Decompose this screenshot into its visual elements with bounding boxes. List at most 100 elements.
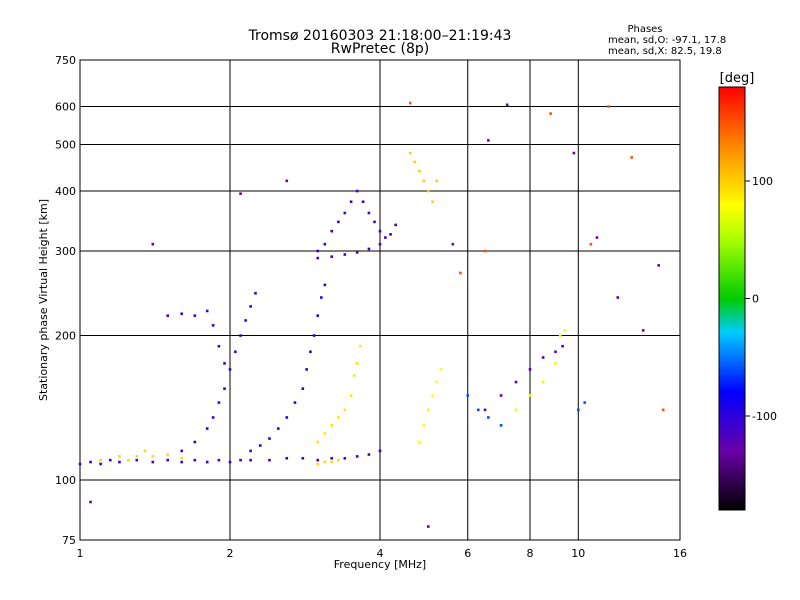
data-point [254, 291, 257, 295]
data-point [337, 458, 340, 462]
data-point [223, 387, 226, 390]
data-point [349, 394, 353, 397]
data-point [418, 440, 421, 444]
colorbar-tick-label: 0 [752, 293, 759, 306]
data-point [249, 449, 252, 453]
data-point [276, 427, 280, 430]
data-point [205, 460, 209, 464]
colorbar-tick-label: -100 [752, 410, 777, 423]
colorbar-label: [deg] [720, 71, 755, 86]
data-point [389, 233, 392, 236]
data-point [217, 401, 221, 404]
data-point [330, 424, 334, 427]
data-point [426, 525, 430, 528]
data-point [528, 368, 532, 371]
data-point [384, 236, 387, 239]
data-point [126, 458, 130, 462]
x-tick-label: 10 [571, 547, 585, 560]
x-tick-label: 2 [227, 547, 234, 560]
data-point [563, 329, 567, 332]
data-point [408, 151, 412, 155]
x-tick-label: 16 [673, 547, 687, 560]
colorbar-ticks: 100 0 -100 [745, 175, 777, 423]
data-point [483, 249, 487, 253]
data-point [394, 223, 397, 227]
stats-o-line: mean, sd,O: -97.1, 17.8 [608, 35, 726, 46]
data-point [408, 101, 412, 105]
data-point [589, 242, 593, 246]
data-point [323, 460, 327, 464]
colorbar-tick-label: 100 [752, 175, 773, 188]
data-point [223, 362, 226, 365]
data-point [89, 500, 92, 504]
data-point [316, 256, 320, 260]
data-point [367, 453, 371, 456]
data-point [135, 455, 139, 458]
data-point [595, 236, 599, 239]
data-point [337, 220, 340, 224]
data-point [217, 344, 221, 348]
x-axis-ticks: 1 2 4 6 8 10 16 [77, 547, 688, 560]
data-point [193, 314, 197, 317]
scatter-points [78, 101, 665, 528]
data-point [99, 458, 102, 462]
data-point [305, 368, 308, 371]
data-point [451, 242, 455, 246]
data-point [205, 427, 209, 430]
y-tick-label: 300 [55, 245, 76, 258]
data-point [554, 362, 557, 365]
data-point [211, 416, 215, 419]
data-point [330, 456, 334, 460]
data-point [505, 103, 509, 107]
data-point [285, 456, 289, 460]
data-point [323, 432, 327, 435]
y-tick-label: 400 [55, 185, 76, 198]
data-point [323, 242, 327, 246]
data-point [312, 334, 316, 337]
chart-title: Tromsø 20160303 21:18:00–21:19:43 [248, 28, 512, 44]
data-point [330, 229, 334, 233]
data-point [180, 449, 184, 453]
data-point [151, 242, 155, 246]
data-point [205, 309, 209, 313]
data-point [108, 458, 112, 462]
data-point [151, 455, 155, 458]
data-point [426, 408, 430, 412]
data-point [541, 380, 545, 384]
data-point [630, 156, 634, 159]
data-point [583, 401, 586, 404]
data-point [309, 350, 312, 354]
data-point [285, 179, 289, 183]
data-point [330, 255, 334, 258]
data-point [337, 416, 340, 419]
data-point [487, 139, 490, 142]
data-point [349, 200, 353, 204]
x-tick-label: 4 [377, 547, 384, 560]
data-point [228, 368, 232, 371]
data-point [466, 394, 470, 397]
data-point [355, 455, 359, 458]
data-point [352, 374, 356, 377]
y-tick-label: 600 [55, 101, 76, 114]
data-point [487, 416, 490, 419]
colorbar [718, 86, 746, 511]
data-point [459, 271, 462, 275]
data-point [316, 440, 320, 444]
y-tick-label: 75 [62, 534, 76, 547]
data-point [373, 220, 376, 224]
data-point [330, 460, 334, 464]
data-point [211, 324, 215, 327]
data-point [118, 460, 121, 464]
data-point [431, 200, 434, 204]
data-point [193, 458, 197, 462]
data-point [418, 169, 421, 173]
data-point [657, 264, 660, 267]
data-point [293, 401, 297, 404]
x-tick-label: 8 [527, 547, 534, 560]
data-point [151, 460, 155, 464]
data-point [99, 462, 102, 466]
data-point [561, 344, 564, 348]
data-point [422, 179, 426, 183]
data-point [558, 334, 562, 337]
data-point [358, 344, 362, 348]
